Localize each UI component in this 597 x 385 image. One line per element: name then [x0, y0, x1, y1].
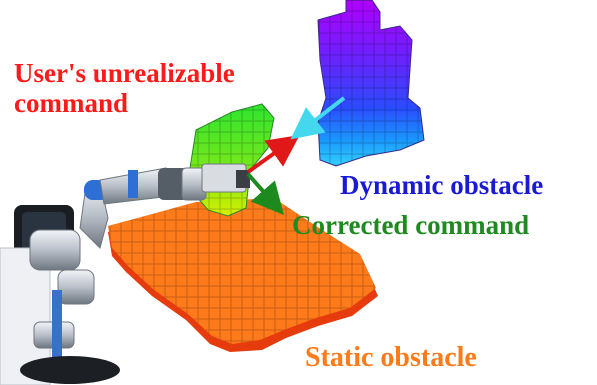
static-obstacle-label: Static obstacle — [305, 342, 477, 373]
gripper-icon — [201, 163, 250, 193]
corrected-command-label: Corrected command — [292, 210, 530, 240]
dynamic-obstacle-voxels — [317, 0, 425, 167]
robot-icon — [0, 205, 120, 385]
robot-arm-icon — [79, 167, 207, 249]
dynamic-obstacle-label: Dynamic obstacle — [340, 170, 544, 200]
user-command-label-line1: User's unrealizable — [14, 58, 235, 88]
user-command-label-line2: command — [14, 88, 128, 119]
user-command-label: User's unrealizable command — [14, 58, 235, 118]
user-command-arrow — [246, 135, 300, 174]
static-obstacle-voxels — [108, 198, 378, 352]
corrected-command-arrow — [246, 172, 284, 216]
dynamic-motion-arrow — [290, 96, 346, 140]
